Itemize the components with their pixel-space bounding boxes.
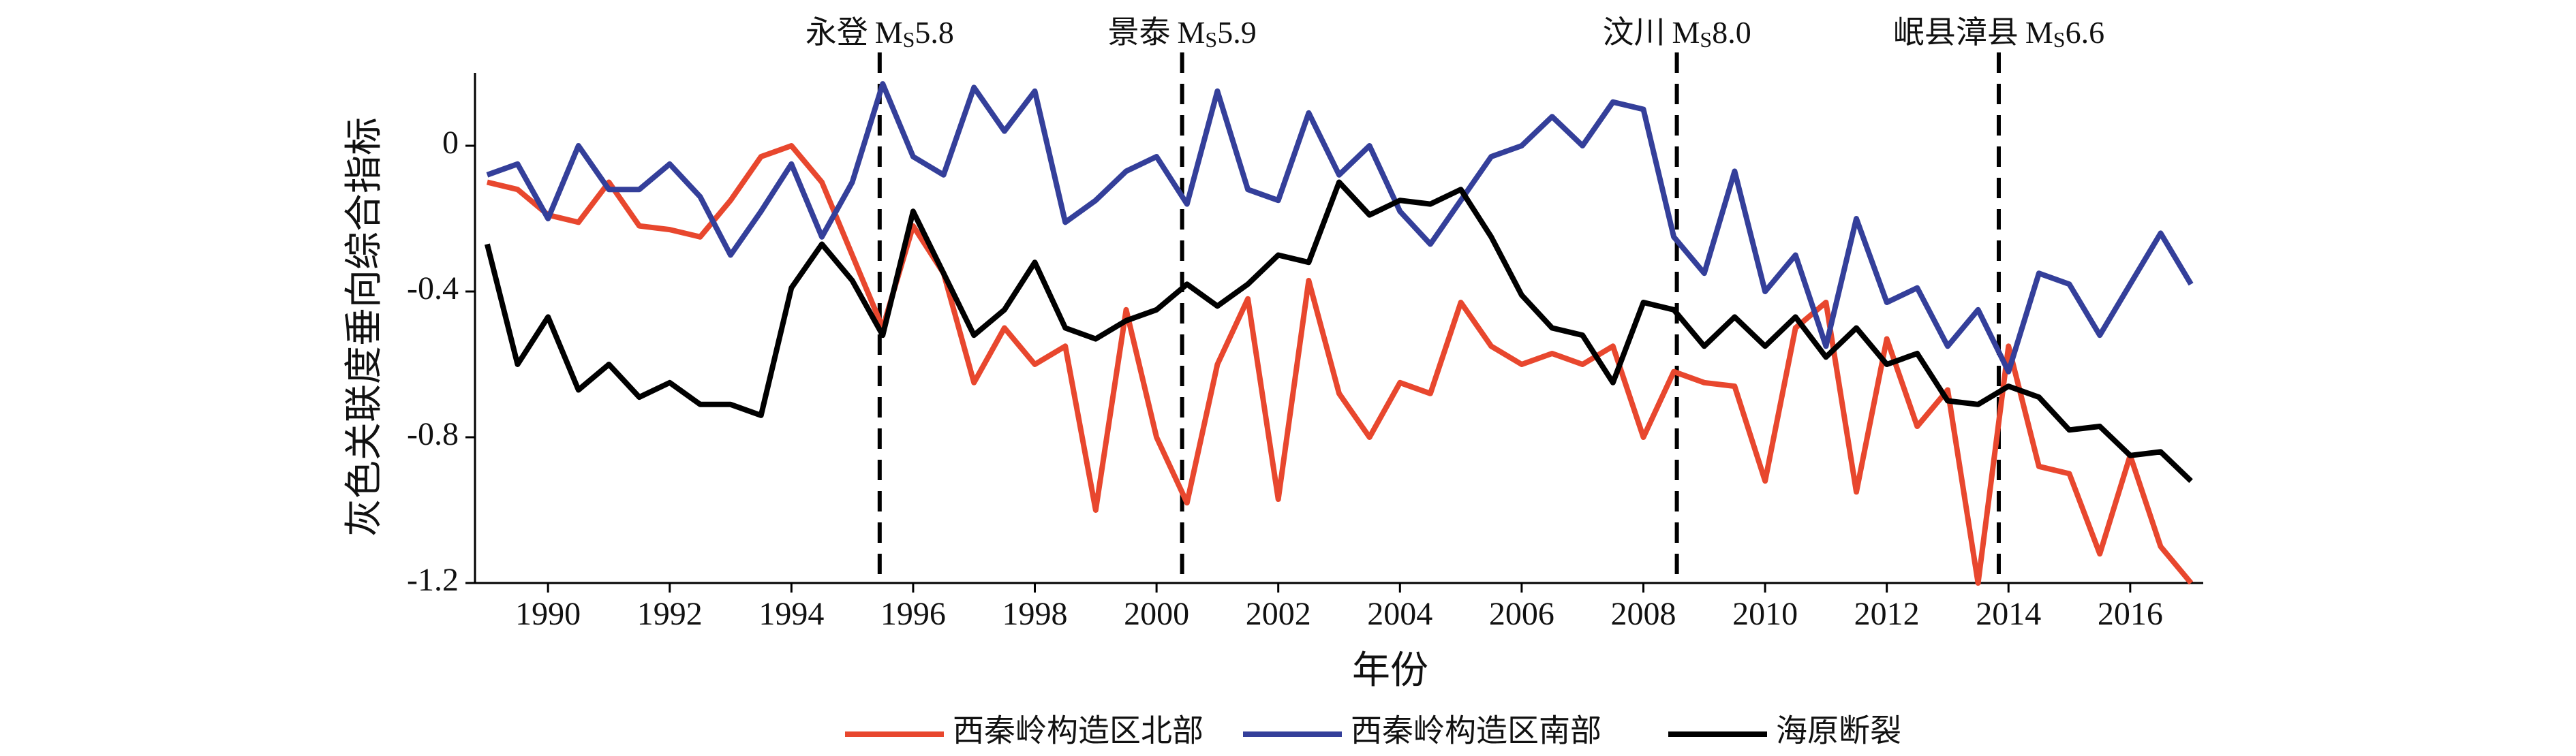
y-tick-label: -1.2: [407, 562, 459, 598]
event-scale: M: [875, 15, 903, 50]
x-tick-label: 2010: [1732, 596, 1798, 632]
event-place: 永登: [806, 15, 868, 50]
x-tick-label: 1998: [1002, 596, 1068, 632]
event-scale: M: [1178, 15, 1206, 50]
event-label: 永登 MS5.8: [806, 15, 954, 52]
x-tick-label: 1996: [880, 596, 946, 632]
event-label: 景泰 MS5.9: [1108, 15, 1257, 52]
series-line: [486, 143, 2194, 586]
event-magnitude: 5.8: [915, 15, 954, 50]
x-tick-label: 2006: [1489, 596, 1554, 632]
event-place: 岷县漳县: [1893, 15, 2019, 50]
event-place: 汶川: [1602, 15, 1665, 50]
x-tick-label: 1994: [758, 596, 824, 632]
event-label: 汶川 MS8.0: [1602, 15, 1751, 52]
x-tick-label: 1990: [515, 596, 581, 632]
series-line: [485, 179, 2193, 484]
y-tick-label: -0.4: [407, 270, 459, 306]
series-line: [486, 81, 2194, 375]
event-subscript: S: [903, 27, 915, 52]
event-scale: M: [2025, 15, 2053, 50]
x-tick-label: 2002: [1246, 596, 1311, 632]
event-scale: M: [1672, 15, 1700, 50]
event-subscript: S: [1205, 27, 1217, 52]
legend-label: 西秦岭构造区北部: [953, 714, 1203, 749]
event-magnitude: 8.0: [1712, 15, 1751, 50]
event-magnitude: 5.9: [1217, 15, 1257, 50]
x-tick-label: 2014: [1976, 596, 2041, 632]
y-tick-label: -0.8: [407, 416, 459, 452]
legend-label: 海原断裂: [1776, 714, 1901, 749]
event-place: 景泰: [1108, 15, 1171, 50]
x-tick-label: 2004: [1367, 596, 1432, 632]
x-tick-label: 1992: [637, 596, 703, 632]
event-subscript: S: [2053, 27, 2066, 52]
x-tick-label: 2016: [2098, 596, 2163, 632]
event-label: 岷县漳县 MS6.6: [1893, 15, 2104, 52]
y-axis-label: 灰色关联度垂向综合指标: [343, 117, 386, 537]
x-tick-label: 2008: [1610, 596, 1676, 632]
x-tick-label: 2000: [1124, 596, 1189, 632]
y-tick-label: 0: [442, 125, 459, 161]
x-axis-label: 年份: [1352, 650, 1428, 692]
x-tick-label: 2012: [1854, 596, 1920, 632]
legend-label: 西秦岭构造区南部: [1351, 714, 1601, 749]
event-subscript: S: [1700, 27, 1712, 52]
event-magnitude: 6.6: [2066, 15, 2105, 50]
